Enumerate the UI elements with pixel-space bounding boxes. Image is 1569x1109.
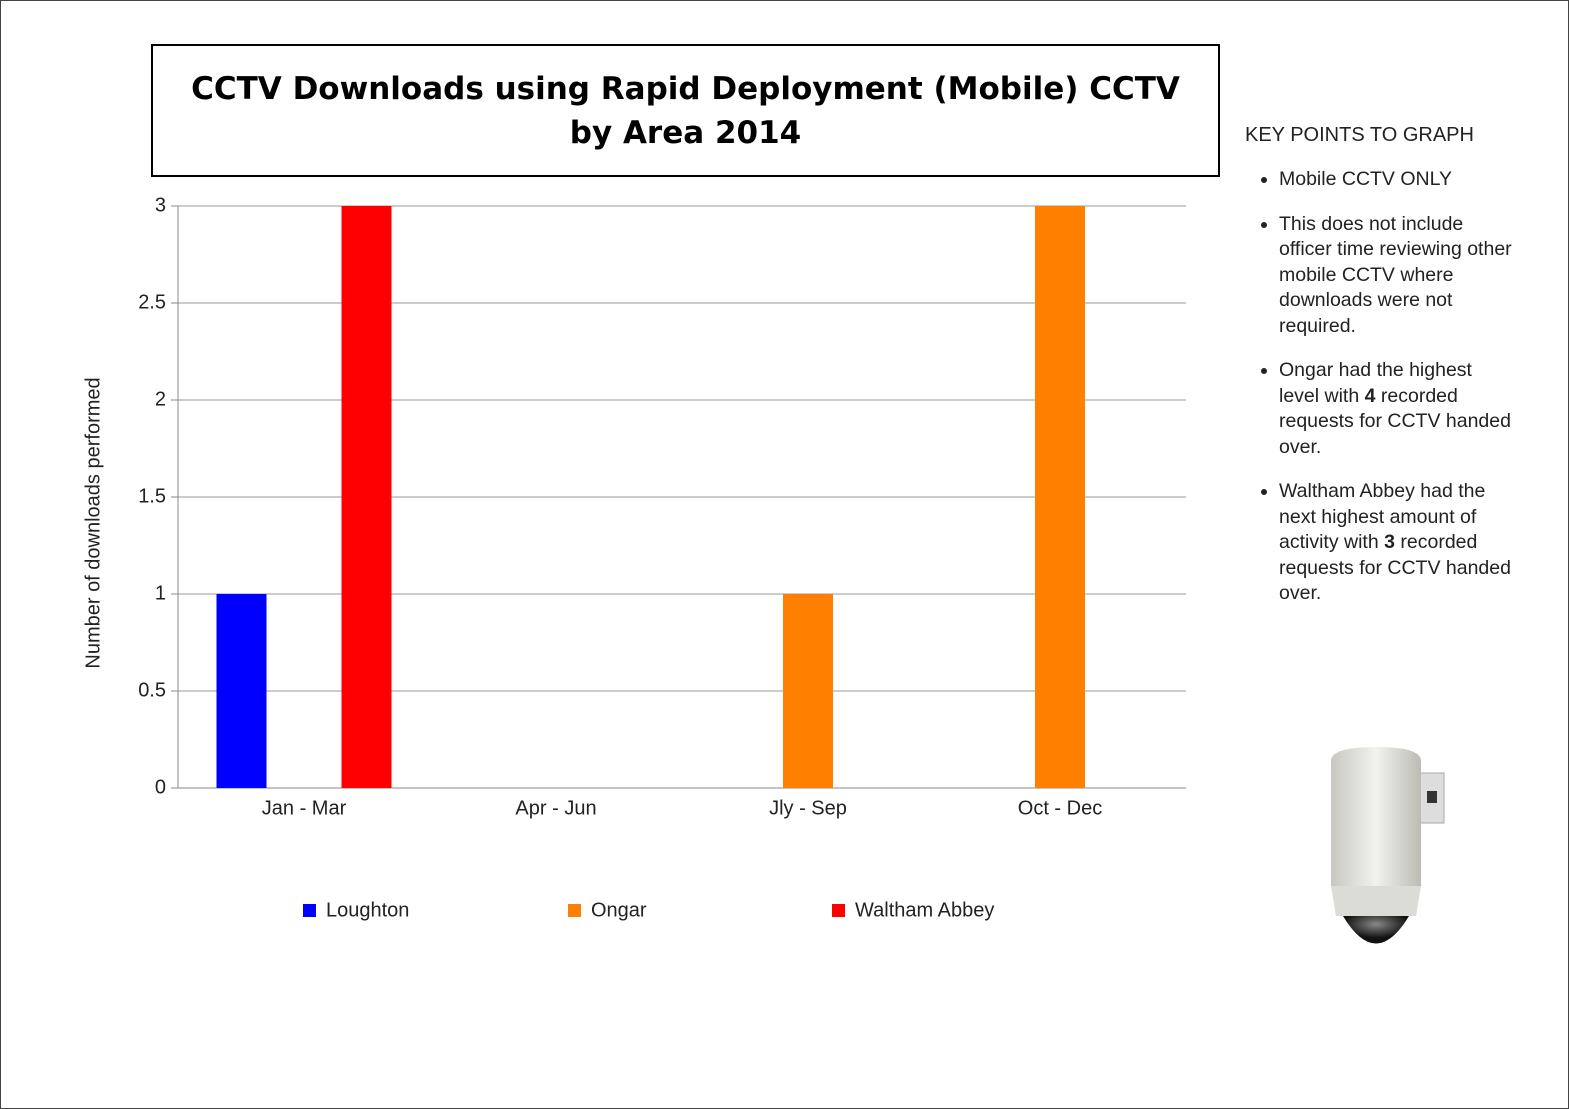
legend-label: Loughton — [326, 899, 409, 921]
x-tick-label: Oct - Dec — [1018, 797, 1102, 819]
y-tick-label: 3 — [155, 194, 166, 216]
x-tick-label: Jan - Mar — [262, 797, 347, 819]
bar — [783, 594, 833, 788]
y-tick-label: 2 — [155, 388, 166, 410]
legend-swatch — [303, 904, 316, 917]
key-points: KEY POINTS TO GRAPH Mobile CCTV ONLY This… — [1245, 124, 1545, 626]
legend-swatch — [832, 904, 845, 917]
x-tick-label: Jly - Sep — [769, 797, 847, 819]
chart-title: CCTV Downloads using Rapid Deployment (M… — [151, 44, 1220, 177]
key-point-text: Mobile CCTV ONLY — [1279, 168, 1453, 190]
key-point-figure: 3 — [1384, 531, 1395, 553]
key-point-text: Ongar had the highest level with — [1279, 359, 1472, 407]
legend-label: Ongar — [591, 899, 647, 921]
key-point-figure: 4 — [1364, 384, 1376, 407]
y-tick-label: 0.5 — [138, 679, 166, 701]
key-points-list: Mobile CCTV ONLY This does not include of… — [1245, 167, 1515, 607]
legend-swatch — [568, 904, 581, 917]
bar — [1035, 206, 1085, 788]
legend-label: Waltham Abbey — [855, 899, 994, 921]
bar — [216, 594, 267, 788]
y-tick-label: 1 — [155, 582, 166, 604]
key-point-text: recorded requests for CCTV handed over. — [1279, 384, 1511, 458]
key-point: This does not include officer time revie… — [1279, 212, 1515, 340]
bar — [341, 206, 392, 788]
y-tick-label: 0 — [155, 776, 166, 798]
camera-image — [1331, 747, 1445, 944]
chart: 0 0.5 1 1.5 2 2.5 3 Number of downloads perform… — [82, 194, 1186, 921]
key-point: Waltham Abbey had the next highest amoun… — [1279, 479, 1515, 607]
key-point-text: recorded requests for CCTV handed over. — [1279, 531, 1511, 604]
y-tick-label: 2.5 — [138, 291, 166, 313]
key-point-text: This does not include officer time revie… — [1279, 212, 1512, 337]
key-point: Ongar had the highest level with 4 recor… — [1279, 358, 1515, 460]
x-tick-label: Apr - Jun — [515, 797, 596, 819]
y-axis-title: Number of downloads performed — [82, 377, 104, 668]
key-point-text: Waltham Abbey had the next highest amoun… — [1279, 480, 1486, 553]
key-point: Mobile CCTV ONLY — [1279, 167, 1515, 193]
y-tick-label: 1.5 — [138, 485, 166, 507]
key-points-title: KEY POINTS TO GRAPH — [1245, 124, 1474, 146]
